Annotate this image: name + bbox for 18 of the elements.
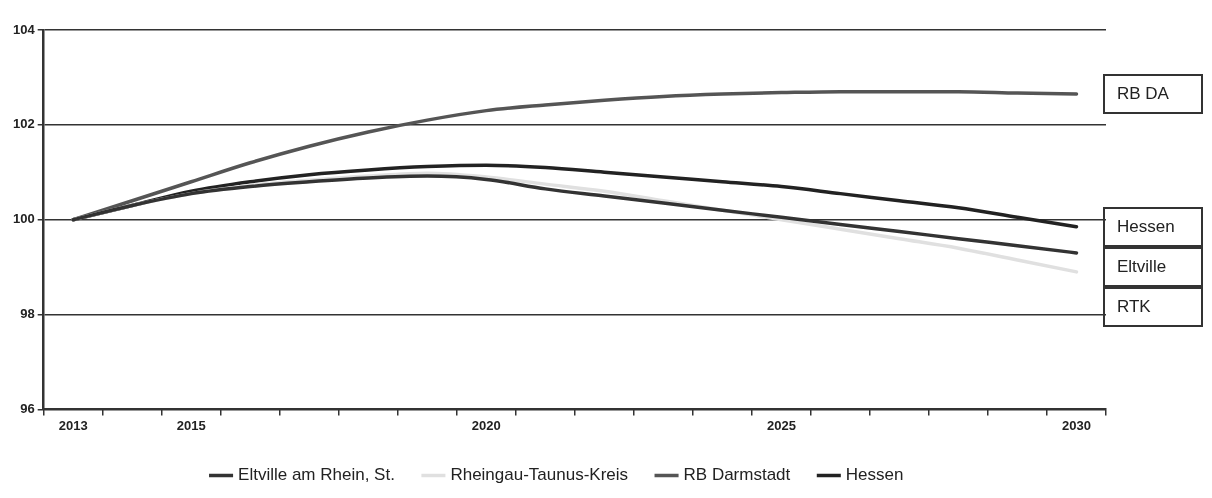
x-tick-label: 2025 bbox=[766, 417, 796, 433]
legend-label: Rheingau-Taunus-Kreis bbox=[450, 465, 629, 485]
x-tick-label: 2013 bbox=[58, 417, 88, 433]
annotation: Hessen bbox=[1103, 206, 1203, 247]
y-tick-label: 104 bbox=[12, 21, 36, 37]
annotation: RB DA bbox=[1103, 74, 1203, 115]
annotation: Eltville bbox=[1103, 246, 1203, 287]
annotation: RTK bbox=[1103, 286, 1203, 327]
y-tick-label: 98 bbox=[20, 306, 35, 322]
x-tick-label: 2030 bbox=[1062, 417, 1091, 433]
legend-label: Hessen bbox=[845, 465, 904, 485]
legend-label: RB Darmstadt bbox=[683, 465, 791, 485]
x-tick-label: 2015 bbox=[176, 417, 206, 433]
y-tick-label: 100 bbox=[12, 211, 35, 227]
y-tick-label: 102 bbox=[12, 116, 35, 132]
y-tick-label: 96 bbox=[20, 400, 35, 416]
legend-label: Eltville am Rhein, St. bbox=[238, 465, 395, 485]
x-tick-label: 2020 bbox=[471, 417, 501, 433]
